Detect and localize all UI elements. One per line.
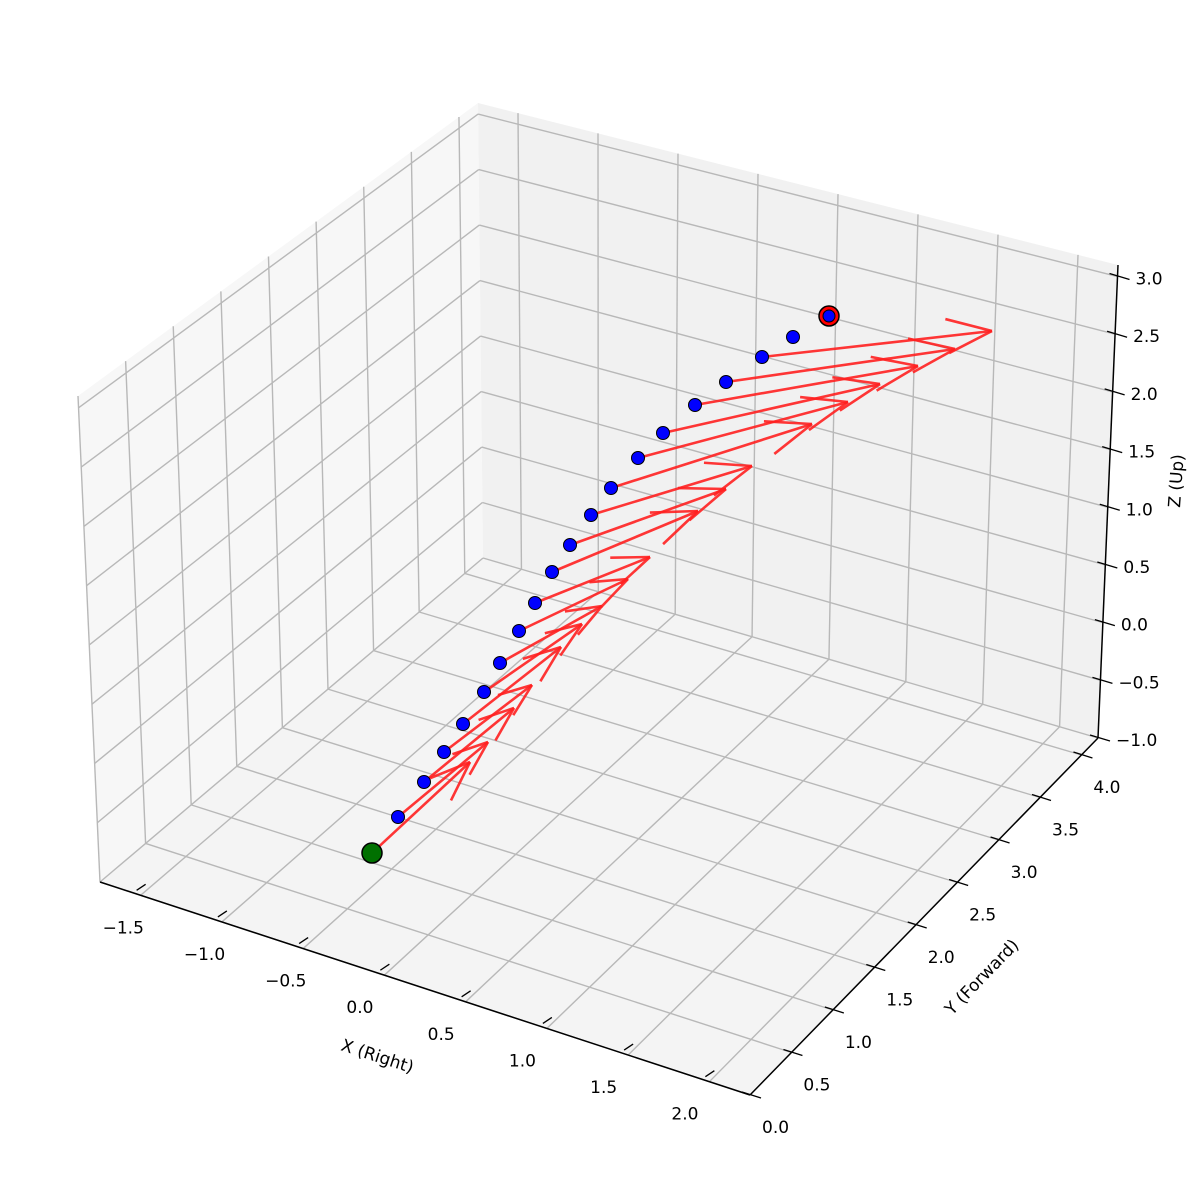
x-axis-label: X (Right)	[338, 1036, 416, 1078]
y-tick-label: 0.0	[762, 1118, 789, 1138]
orientation-arrow	[534, 555, 651, 605]
ticks	[136, 272, 1130, 1099]
tick-labels: −1.5 −1.0 −0.5 0.0 0.5 1.0 1.5 2.0 0.0 0.5 1.0 1.5 2…	[103, 270, 1163, 1138]
x-tick-label: 1.5	[590, 1078, 617, 1098]
orientation-arrow	[694, 355, 919, 407]
z-tick-label: 3.0	[1136, 270, 1163, 290]
y-tick-label: 4.0	[1093, 778, 1120, 798]
orientation-arrow	[423, 706, 516, 784]
trajectory-point	[477, 685, 491, 699]
trajectory-point	[786, 330, 800, 344]
y-tick-label: 1.5	[886, 991, 913, 1011]
orientation-arrows	[371, 317, 993, 854]
trajectory-point	[493, 656, 507, 670]
trajectory-point	[391, 810, 405, 824]
trajectory-point	[688, 398, 702, 412]
x-tick-label: 2.0	[671, 1105, 698, 1125]
trajectory-point	[631, 451, 645, 465]
x-tick-label: −1.0	[184, 945, 225, 965]
gridlines	[77, 113, 1118, 1096]
trajectory-point	[584, 508, 598, 522]
start-marker	[361, 842, 383, 864]
trajectory-points	[361, 305, 840, 864]
orientation-arrow	[518, 577, 629, 633]
z-tick-label: −1.0	[1116, 731, 1157, 751]
x-tick-label: −1.5	[103, 918, 144, 938]
trajectory-point	[417, 775, 431, 789]
trajectory-point	[719, 375, 733, 389]
y-tick-label: 3.5	[1052, 821, 1079, 841]
trajectory-point	[656, 426, 670, 440]
x-tick-label: −0.5	[265, 972, 306, 992]
z-axis-label: Z (Up)	[1165, 454, 1187, 509]
z-tick-label: 1.0	[1126, 500, 1153, 520]
x-axis-line	[99, 881, 751, 1096]
y-tick-label: 2.0	[928, 948, 955, 968]
z-tick-label: 2.0	[1131, 385, 1158, 405]
orientation-arrow	[761, 317, 993, 359]
x-tick-label: 0.5	[428, 1025, 455, 1045]
orientation-arrow	[371, 760, 472, 854]
trajectory-point	[456, 717, 470, 731]
z-tick-label: 1.5	[1128, 443, 1155, 463]
panes	[78, 103, 1118, 1095]
z-axis-line	[1097, 264, 1119, 739]
trajectory-point	[437, 745, 451, 759]
trajectory-point	[604, 481, 618, 495]
y-tick-label: 1.0	[845, 1033, 872, 1053]
y-tick-label: 0.5	[803, 1076, 830, 1096]
z-tick-label: 0.5	[1123, 558, 1150, 578]
orientation-arrow	[590, 461, 753, 517]
x-tick-label: 1.0	[509, 1051, 536, 1071]
pane-back	[478, 103, 1118, 738]
trajectory-point	[545, 565, 559, 579]
orientation-arrow	[637, 395, 849, 460]
trajectory-point	[755, 350, 769, 364]
y-tick-label: 2.5	[969, 906, 996, 926]
orientation-arrow	[499, 604, 603, 665]
z-tick-label: 0.0	[1121, 616, 1148, 636]
trajectory-point	[528, 596, 542, 610]
z-tick-label: −0.5	[1118, 673, 1159, 693]
pane-left	[78, 103, 483, 882]
trajectory-point	[563, 538, 577, 552]
x-tick-label: 0.0	[346, 998, 373, 1018]
z-tick-label: 2.5	[1133, 327, 1160, 347]
y-tick-label: 3.0	[1011, 863, 1038, 883]
trajectory-point	[512, 624, 526, 638]
orientation-arrow	[569, 486, 727, 547]
trajectory-point	[822, 309, 836, 323]
